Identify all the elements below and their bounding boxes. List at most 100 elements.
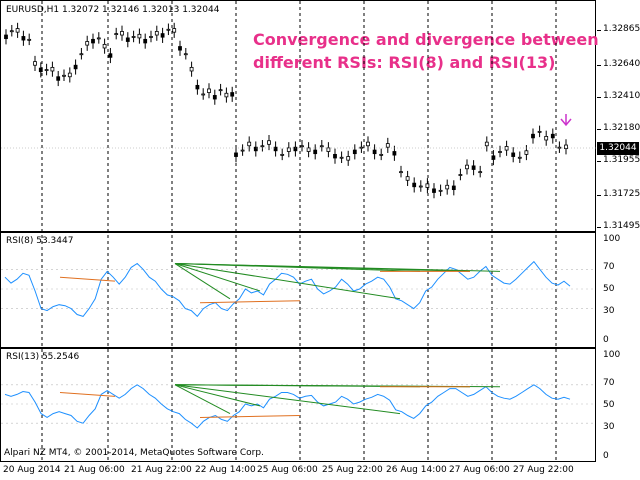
rsi8-fan-line xyxy=(174,263,231,300)
rsi8-scale: 100 70 50 30 0 xyxy=(597,232,640,348)
candle-body xyxy=(352,149,357,155)
candle-body xyxy=(149,36,153,38)
price-scale[interactable]: 1.32865 1.32640 1.32410 1.32180 1.32044 … xyxy=(597,0,640,232)
rsi8-tick: 70 xyxy=(603,262,615,272)
rsi13-pane[interactable]: RSI(13) 55.2546 xyxy=(0,348,596,462)
annotation-line-2: different RSIs: RSI(8) and RSI(13) xyxy=(253,53,556,72)
candle-body xyxy=(458,174,463,176)
candle-body xyxy=(517,156,522,159)
candle-body xyxy=(131,36,136,38)
down-arrow-icon xyxy=(560,114,572,127)
candle-body xyxy=(273,146,278,152)
candle-body xyxy=(33,61,37,66)
candle-body xyxy=(280,153,285,156)
rsi13-scale: 100 70 50 30 0 xyxy=(597,348,640,462)
rsi13-divergence-line xyxy=(59,391,116,397)
price-tick: 1.31725 xyxy=(603,189,640,199)
candle-body xyxy=(240,149,245,152)
candle-body xyxy=(405,176,410,181)
candle-body xyxy=(471,165,476,170)
candle-body xyxy=(333,153,337,159)
candle-body xyxy=(62,74,66,77)
time-label: 26 Aug 14:00 xyxy=(386,465,447,475)
candle-body xyxy=(564,144,568,150)
candle-body xyxy=(451,185,456,191)
price-tick: 1.31495 xyxy=(603,221,640,231)
rsi13-tick: 100 xyxy=(603,350,621,360)
candle-body xyxy=(445,184,450,190)
candle-body xyxy=(260,145,265,148)
candle-body xyxy=(392,151,397,156)
candle-body xyxy=(399,171,403,174)
price-tick: 1.32865 xyxy=(603,24,640,34)
candle-body xyxy=(346,156,351,161)
rsi8-tick: 0 xyxy=(603,335,609,345)
candle-body xyxy=(300,145,304,148)
candle-body xyxy=(9,30,14,33)
rsi8-divergence-line xyxy=(199,300,301,304)
candle-body xyxy=(293,146,298,152)
candle-body xyxy=(319,145,324,148)
price-tick: 1.32180 xyxy=(603,123,640,133)
candle-body xyxy=(478,171,483,174)
candle-body xyxy=(438,189,443,192)
time-label: 21 Aug 22:00 xyxy=(131,465,192,475)
current-price-tag: 1.32044 xyxy=(597,142,639,155)
candle-body xyxy=(102,43,107,49)
rsi13-tick: 70 xyxy=(603,378,615,388)
candle-body xyxy=(172,28,177,33)
rsi13-divergence-line xyxy=(199,415,301,418)
price-tick: 1.32410 xyxy=(603,91,640,101)
rsi8-fan-line xyxy=(174,263,261,292)
time-label: 25 Aug 22:00 xyxy=(322,465,383,475)
time-label: 25 Aug 06:00 xyxy=(257,465,318,475)
candle-body xyxy=(178,46,182,51)
candle-body xyxy=(544,136,549,141)
candle-body xyxy=(183,53,188,56)
candle-body xyxy=(432,188,436,193)
time-label: 27 Aug 06:00 xyxy=(449,465,510,475)
candle-body xyxy=(79,53,84,56)
rsi13-tick: 0 xyxy=(603,451,609,461)
candle-body xyxy=(224,92,229,98)
candle-body xyxy=(412,182,417,188)
candle-body xyxy=(218,89,223,92)
time-label: 20 Aug 2014 xyxy=(3,465,61,475)
candle-body xyxy=(379,153,384,156)
candle-body xyxy=(15,28,20,33)
rsi8-fan-line xyxy=(174,263,421,272)
candle-body xyxy=(73,64,78,70)
annotation-line-1: Convergence and divergence between xyxy=(253,30,599,49)
time-label: 21 Aug 06:00 xyxy=(64,465,125,475)
candle-body xyxy=(524,150,529,155)
candle-body xyxy=(38,67,43,73)
candle-body xyxy=(154,31,159,36)
candle-body xyxy=(247,141,252,147)
rsi13-fan-line xyxy=(174,384,231,415)
symbol-info-label: EURUSD,H1 1.32072 1.32146 1.32013 1.3204… xyxy=(6,5,220,15)
candle-body xyxy=(372,149,377,155)
candle-body xyxy=(498,151,502,153)
rsi8-line xyxy=(4,260,571,318)
candle-body xyxy=(160,33,165,38)
candle-body xyxy=(21,36,26,41)
rsi8-divergence-line xyxy=(59,276,116,282)
candle-body xyxy=(230,92,235,97)
candle-body xyxy=(465,164,469,170)
rsi8-pane[interactable]: RSI(8) 53.3447 xyxy=(0,232,596,348)
candle-body xyxy=(306,147,311,152)
candle-body xyxy=(425,183,430,188)
candle-body xyxy=(385,143,390,148)
candle-body xyxy=(418,185,423,188)
candle-body xyxy=(91,38,95,44)
candle-body xyxy=(108,53,113,58)
candle-body xyxy=(253,146,258,152)
time-label: 27 Aug 22:00 xyxy=(513,465,574,475)
rsi13-label: RSI(13) 55.2546 xyxy=(6,352,80,362)
candle-body xyxy=(125,37,130,42)
rsi13-fan-line xyxy=(174,384,421,388)
rsi13-tick: 50 xyxy=(603,400,615,410)
candle-body xyxy=(67,72,72,78)
candle-body xyxy=(120,31,124,36)
